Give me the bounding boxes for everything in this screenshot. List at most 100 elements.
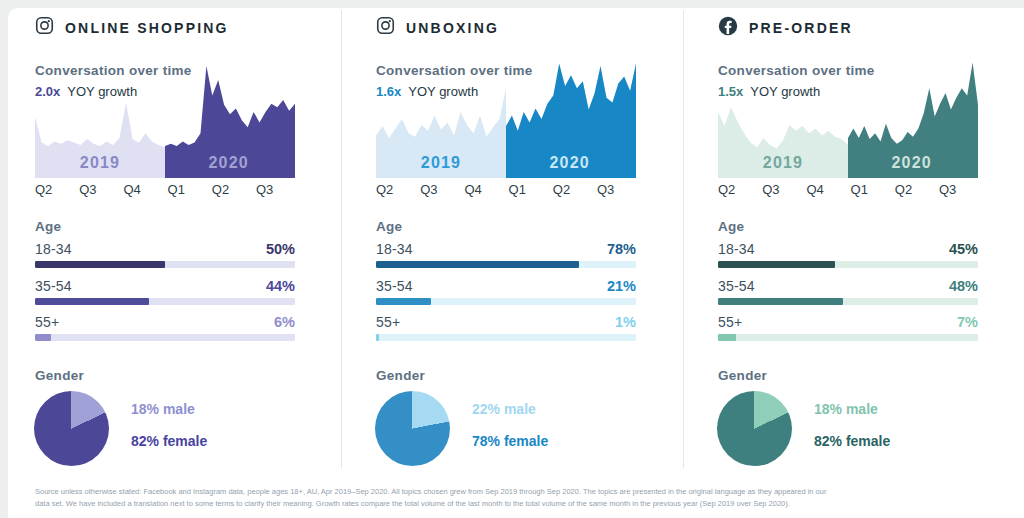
- gender-heading: Gender: [718, 368, 767, 383]
- age-heading: Age: [35, 219, 61, 234]
- age-value: 7%: [957, 314, 978, 330]
- age-heading: Age: [376, 219, 402, 234]
- age-value: 6%: [274, 314, 295, 330]
- age-label: 55+: [718, 314, 742, 330]
- age-label: 18-34: [35, 241, 72, 257]
- source-footnote: Source unless otherwise stated: Facebook…: [35, 486, 826, 510]
- x-axis-label: Q3: [79, 182, 96, 197]
- age-row-18-34: 18-3478%: [376, 241, 636, 271]
- female-share-label: 82% female: [814, 433, 890, 449]
- age-bar-fill: [718, 261, 835, 268]
- facebook-icon: [718, 16, 738, 40]
- age-bar-fill: [35, 334, 51, 341]
- age-row-35-54: 35-54 21%: [376, 278, 636, 308]
- age-row-35-54: 35-5444%: [35, 278, 295, 308]
- chart-title: Conversation over time: [376, 63, 533, 78]
- age-bar-track: [718, 334, 978, 341]
- topic-column-pre-order: PRE-ORDER Conversation over time 1.5x YOY…: [683, 0, 1024, 518]
- x-axis-labels: Q2 Q3 Q4 Q1 Q2 Q3: [718, 182, 978, 198]
- age-bar-track: [35, 261, 295, 268]
- topic-column-unboxing: UNBOXING Conversation over time 1.6xYOY …: [341, 0, 682, 518]
- topic-column-online-shopping: ONLINE SHOPPING Conversation over time 2…: [0, 0, 341, 518]
- topic-title: PRE-ORDER: [749, 20, 853, 36]
- age-label: 35-54: [718, 278, 755, 294]
- age-bar-fill: [718, 298, 843, 305]
- topic-title: UNBOXING: [406, 20, 499, 36]
- age-label: 55+: [35, 314, 59, 330]
- yoy-growth: 1.5x YOY growth: [718, 84, 820, 99]
- topic-header: UNBOXING: [376, 16, 499, 39]
- age-value: 21%: [607, 278, 636, 294]
- age-value: 50%: [266, 241, 295, 257]
- x-axis-label: Q3: [939, 182, 956, 197]
- male-share-label: 18% male: [814, 401, 878, 417]
- x-axis-label: Q2: [553, 182, 570, 197]
- year-label-2020: 2020: [891, 154, 931, 172]
- age-bar-track: [718, 261, 978, 268]
- gender-pie-chart: [375, 391, 450, 466]
- age-row-55-plus: 55+ 7%: [718, 314, 978, 344]
- age-bar-fill: [376, 334, 379, 341]
- chart-title: Conversation over time: [718, 63, 875, 78]
- male-share-label: 18% male: [131, 401, 195, 417]
- x-axis-label: Q4: [464, 182, 481, 197]
- age-bar-fill: [376, 261, 579, 268]
- yoy-growth: 2.0x YOY growth: [35, 84, 137, 99]
- year-label-2019: 2019: [80, 154, 120, 172]
- age-bar-fill: [376, 298, 431, 305]
- topic-title: ONLINE SHOPPING: [65, 20, 229, 36]
- yoy-label: YOY growth: [408, 84, 478, 99]
- age-heading: Age: [718, 219, 744, 234]
- x-axis-label: Q4: [806, 182, 823, 197]
- age-label: 35-54: [376, 278, 413, 294]
- age-bar-track: [35, 334, 295, 341]
- age-bar-fill: [718, 334, 736, 341]
- x-axis-label: Q2: [212, 182, 229, 197]
- x-axis-label: Q1: [509, 182, 526, 197]
- yoy-growth: 1.6xYOY growth: [376, 84, 478, 99]
- x-axis-label: Q2: [718, 182, 735, 197]
- age-value: 45%: [949, 241, 978, 257]
- x-axis-label: Q3: [420, 182, 437, 197]
- x-axis-labels: Q2Q3Q4Q1Q2Q3: [35, 182, 295, 198]
- yoy-label: YOY growth: [750, 84, 820, 99]
- age-value: 1%: [615, 314, 636, 330]
- age-bar-track: [718, 298, 978, 305]
- yoy-label: YOY growth: [67, 84, 137, 99]
- x-axis-label: Q2: [895, 182, 912, 197]
- age-bar-track: [376, 261, 636, 268]
- yoy-value: 2.0x: [35, 84, 60, 99]
- year-label-2020: 2020: [208, 154, 248, 172]
- age-label: 18-34: [718, 241, 755, 257]
- x-axis-label: Q2: [376, 182, 393, 197]
- chart-title: Conversation over time: [35, 63, 192, 78]
- age-value: 48%: [949, 278, 978, 294]
- year-label-2020: 2020: [549, 154, 589, 172]
- age-bar-track: [376, 334, 636, 341]
- x-axis-label: Q1: [168, 182, 185, 197]
- age-row-18-34: 18-34 50%: [35, 241, 295, 271]
- x-axis-label: Q4: [123, 182, 140, 197]
- female-share-label: 82% female: [131, 433, 207, 449]
- gender-heading: Gender: [35, 368, 84, 383]
- x-axis-label: Q3: [597, 182, 614, 197]
- age-row-35-54: 35-54 48%: [718, 278, 978, 308]
- age-row-55-plus: 55+ 6%: [35, 314, 295, 344]
- age-bar-fill: [35, 298, 149, 305]
- yoy-value: 1.5x: [718, 84, 743, 99]
- source-footnote-line2: data set. We have included a translation…: [35, 498, 826, 510]
- topic-header: PRE-ORDER: [718, 16, 853, 40]
- topic-header: ONLINE SHOPPING: [35, 16, 229, 39]
- x-axis-label: Q1: [851, 182, 868, 197]
- gender-pie-chart: [34, 391, 109, 466]
- age-label: 18-34: [376, 241, 413, 257]
- male-share-label: 22% male: [472, 401, 536, 417]
- year-label-2019: 2019: [763, 154, 803, 172]
- gender-heading: Gender: [376, 368, 425, 383]
- age-value: 44%: [266, 278, 295, 294]
- age-bar-track: [35, 298, 295, 305]
- x-axis-label: Q3: [256, 182, 273, 197]
- age-bar-fill: [35, 261, 165, 268]
- age-row-55-plus: 55+1%: [376, 314, 636, 344]
- x-axis-label: Q3: [762, 182, 779, 197]
